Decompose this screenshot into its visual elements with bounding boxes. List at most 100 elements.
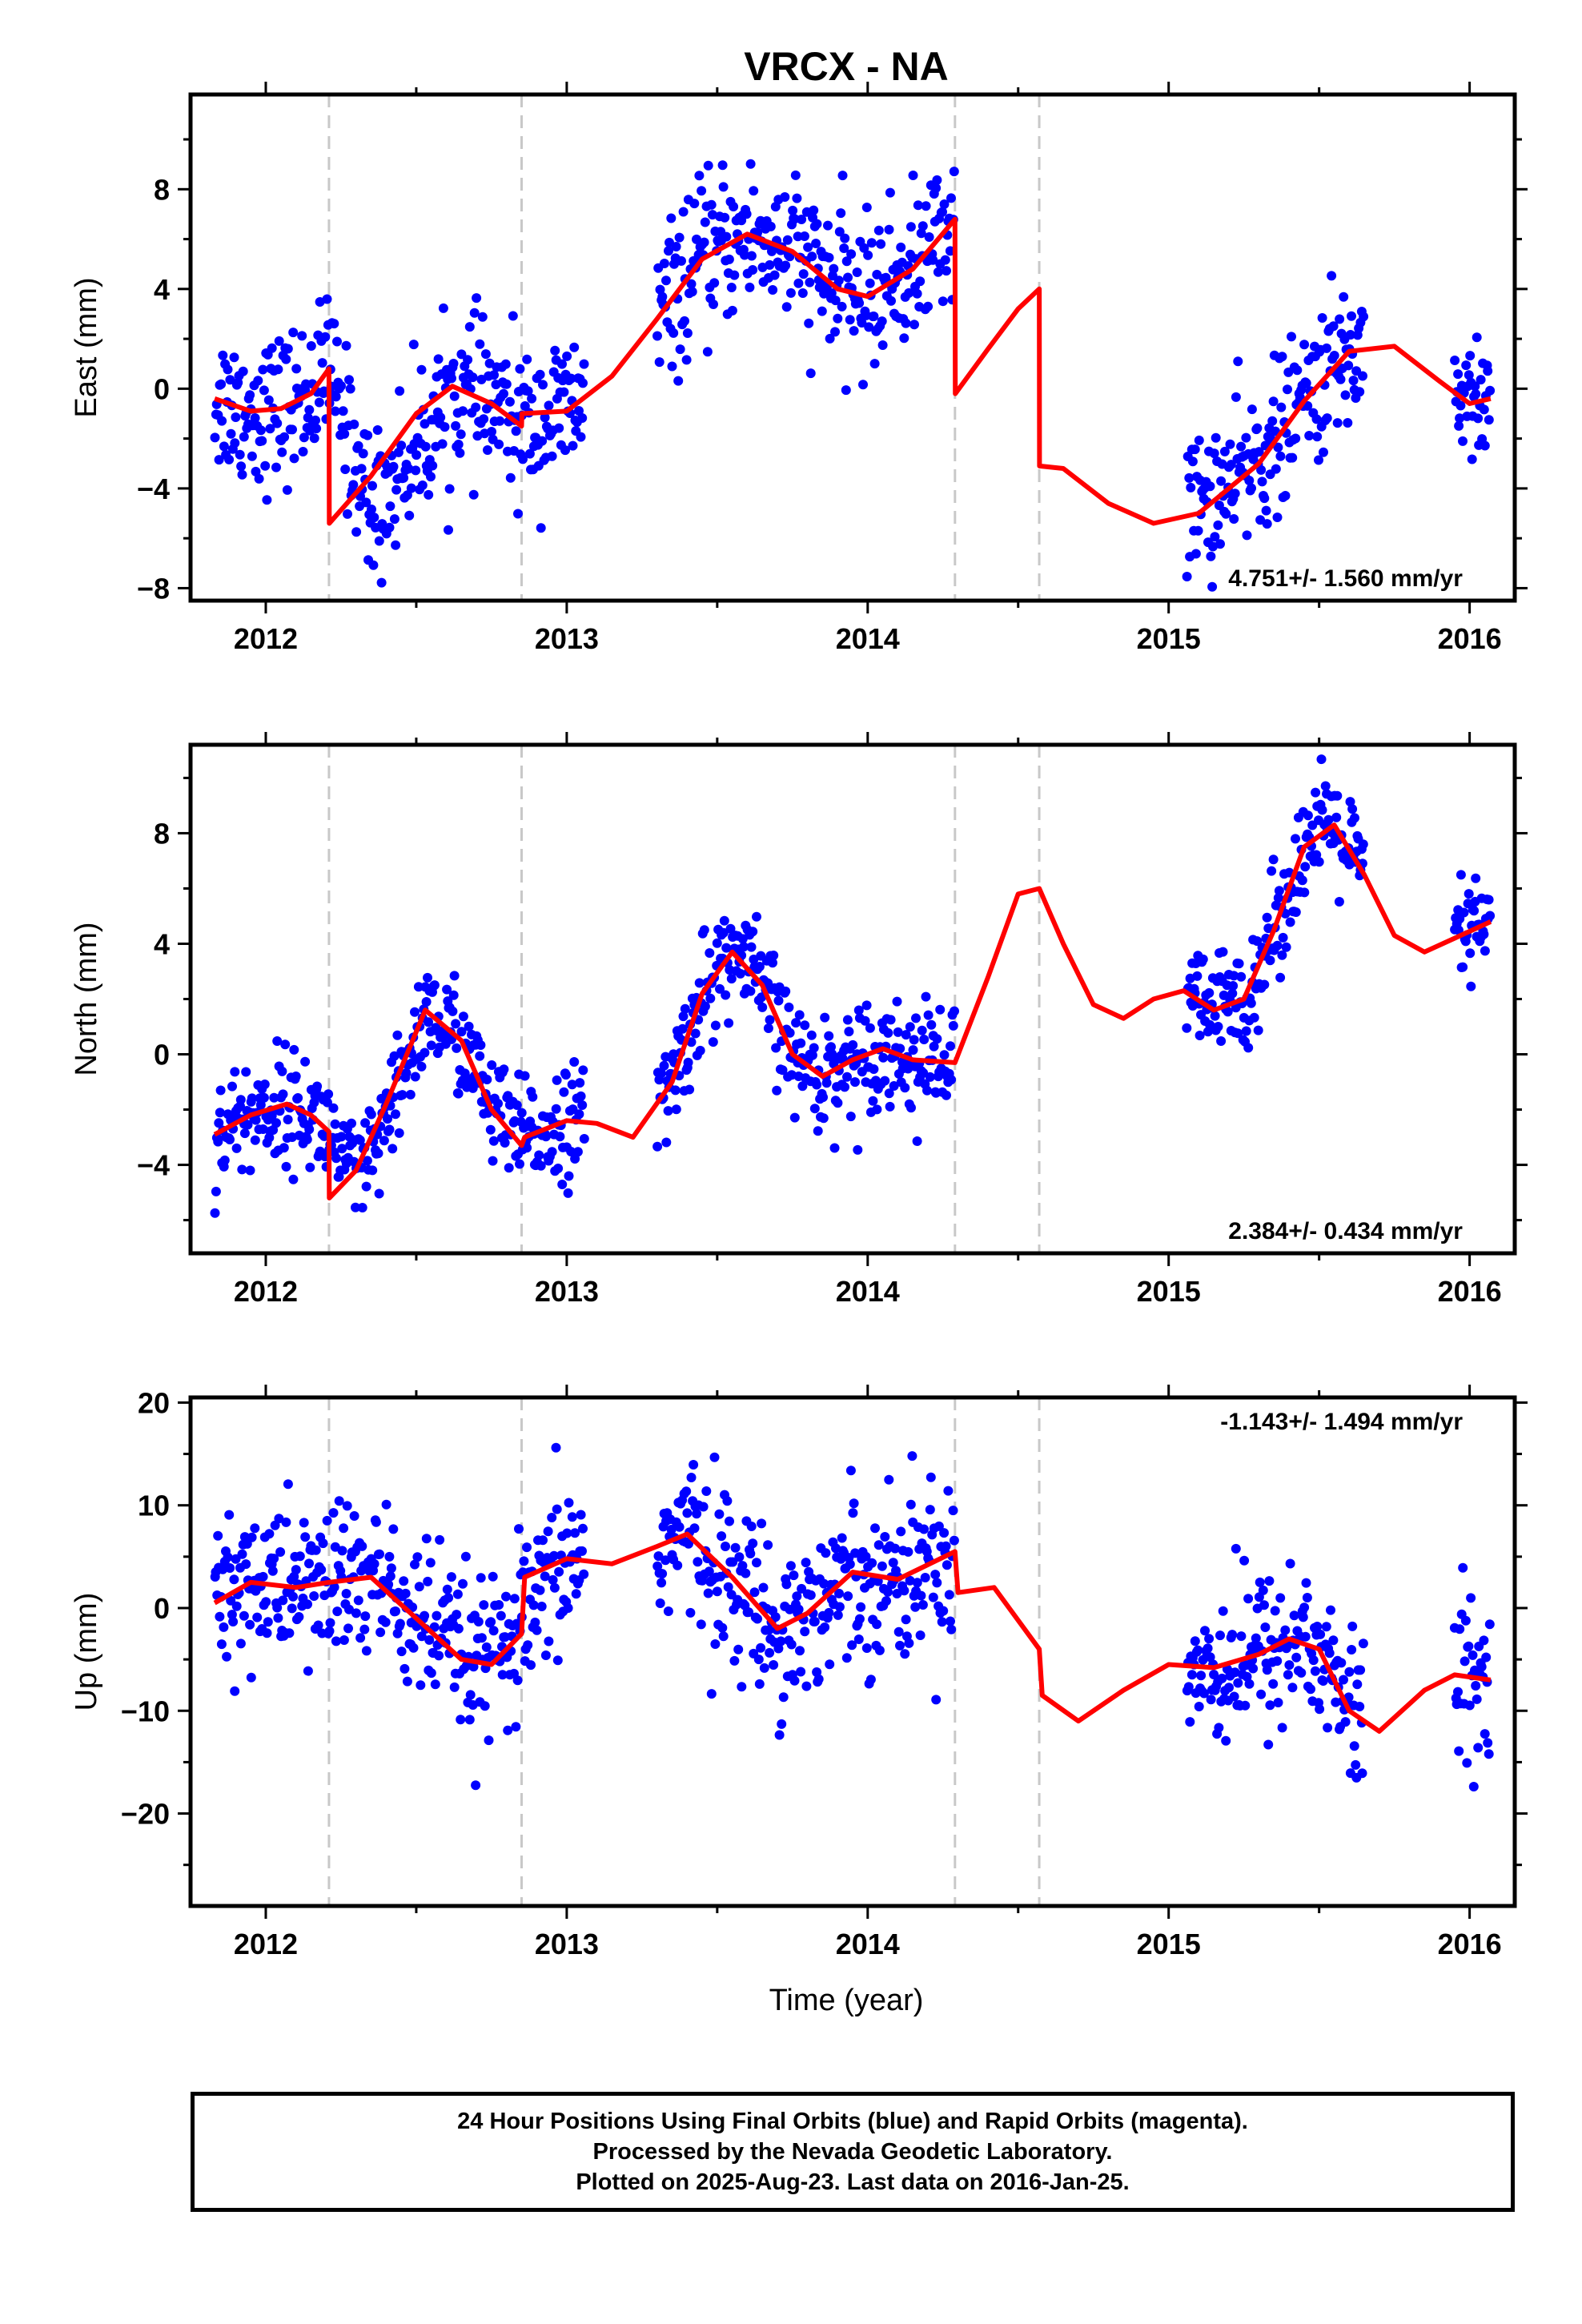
east-data-point xyxy=(841,385,851,396)
up-data-point xyxy=(339,1523,349,1534)
up-data-point xyxy=(535,1585,545,1595)
east-data-point xyxy=(1226,460,1236,470)
east-data-point xyxy=(746,251,757,261)
up-data-point xyxy=(400,1663,410,1674)
north-data-point xyxy=(389,1051,400,1061)
up-data-point xyxy=(905,1499,916,1510)
east-data-point xyxy=(843,272,853,283)
north-data-point xyxy=(243,1120,253,1130)
up-data-point xyxy=(446,1572,456,1582)
east-data-point xyxy=(938,296,948,307)
east-data-point xyxy=(805,368,816,379)
east-data-point xyxy=(247,451,257,461)
up-data-point xyxy=(1349,1741,1359,1751)
east-data-point xyxy=(1317,313,1327,323)
up-data-point xyxy=(809,1616,820,1626)
east-data-point xyxy=(297,331,307,341)
east-data-point xyxy=(281,354,291,364)
north-data-point xyxy=(800,1020,810,1031)
up-data-point xyxy=(1347,1645,1357,1655)
up-data-point xyxy=(776,1636,786,1647)
north-data-point xyxy=(926,1019,937,1030)
north-data-point xyxy=(712,938,722,948)
up-data-point xyxy=(351,1608,361,1618)
east-data-point xyxy=(717,160,728,171)
north-data-point xyxy=(1281,942,1291,952)
up-data-point xyxy=(300,1532,311,1542)
north-data-point xyxy=(451,1019,461,1029)
north-data-point xyxy=(579,1134,589,1144)
east-data-point xyxy=(899,333,909,344)
north-data-point xyxy=(878,1052,889,1063)
north-data-point xyxy=(1210,1011,1220,1021)
up-data-point xyxy=(486,1617,496,1627)
east-data-point xyxy=(946,193,956,203)
east-data-point xyxy=(799,231,809,241)
north-data-point xyxy=(555,1132,565,1142)
north-data-point xyxy=(1275,972,1286,983)
north-data-point xyxy=(577,1100,588,1110)
east-data-point xyxy=(388,461,399,472)
north-data-point xyxy=(214,1118,224,1128)
north-data-point xyxy=(1350,813,1359,823)
up-data-point xyxy=(786,1639,797,1650)
north-data-point xyxy=(1228,981,1239,991)
north-data-point xyxy=(705,993,716,1003)
up-data-point xyxy=(1318,1676,1328,1686)
east-data-point xyxy=(939,199,950,209)
up-data-point xyxy=(388,1524,399,1534)
up-data-point xyxy=(1344,1667,1355,1677)
north-data-point xyxy=(726,974,737,984)
up-data-point xyxy=(900,1649,910,1659)
north-data-point xyxy=(323,1089,334,1100)
up-data-point xyxy=(385,1571,396,1582)
east-data-point xyxy=(1345,330,1355,340)
up-data-point xyxy=(1230,1667,1240,1678)
up-data-point xyxy=(833,1610,843,1620)
up-data-point xyxy=(570,1528,580,1538)
east-x-tick-label: 2015 xyxy=(1137,622,1201,655)
east-data-point xyxy=(1340,390,1351,400)
east-data-point xyxy=(1458,436,1468,446)
north-data-point xyxy=(575,1078,585,1088)
up-data-point xyxy=(888,1558,898,1568)
north-data-point xyxy=(520,1071,530,1081)
east-data-point xyxy=(453,440,464,449)
up-data-point xyxy=(1233,1678,1243,1688)
up-data-point xyxy=(861,1551,871,1562)
up-data-point xyxy=(890,1543,900,1554)
east-data-point xyxy=(1208,541,1218,552)
east-data-point xyxy=(877,316,887,327)
east-data-point xyxy=(1355,387,1365,397)
east-data-point xyxy=(536,523,546,533)
north-y-tick-label: 8 xyxy=(154,817,170,850)
up-data-point xyxy=(250,1523,260,1534)
east-data-point xyxy=(230,438,240,448)
north-data-point xyxy=(267,1111,277,1121)
east-data-point xyxy=(495,416,505,426)
east-points xyxy=(210,159,1496,592)
north-data-point xyxy=(336,1132,347,1142)
up-data-point xyxy=(1460,1656,1470,1667)
up-data-point xyxy=(471,1780,481,1791)
up-data-point xyxy=(412,1552,423,1562)
up-data-point xyxy=(267,1566,278,1576)
north-data-point xyxy=(512,1100,522,1110)
up-data-point xyxy=(452,1589,463,1599)
north-data-point xyxy=(569,1057,580,1067)
north-y-tick-label: 4 xyxy=(154,927,170,960)
east-data-point xyxy=(348,480,359,490)
east-data-point xyxy=(500,359,511,369)
east-data-point xyxy=(420,441,431,452)
up-data-point xyxy=(391,1606,400,1616)
east-data-point xyxy=(353,440,363,451)
east-data-point xyxy=(426,472,436,482)
up-data-point xyxy=(925,1505,935,1515)
north-data-point xyxy=(392,1030,403,1040)
up-data-point xyxy=(745,1549,756,1558)
up-data-point xyxy=(744,1607,754,1618)
up-data-point xyxy=(1264,1576,1275,1586)
up-data-point xyxy=(789,1675,800,1686)
up-data-point xyxy=(704,1566,714,1577)
up-data-point xyxy=(552,1655,563,1666)
